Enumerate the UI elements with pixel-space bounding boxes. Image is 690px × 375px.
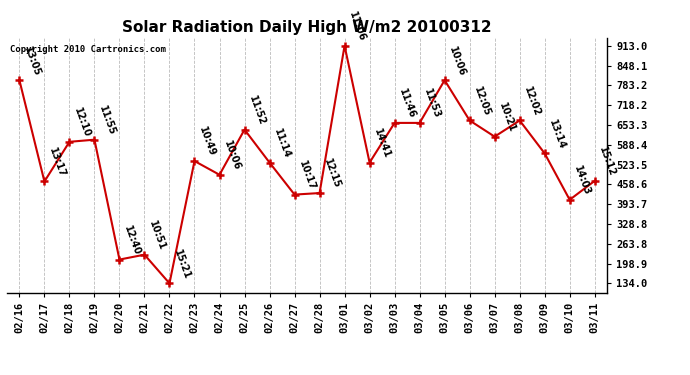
Text: 15:12: 15:12 — [598, 146, 618, 178]
Text: 11:14: 11:14 — [273, 127, 293, 160]
Text: 12:10: 12:10 — [72, 106, 92, 139]
Text: 11:46: 11:46 — [397, 88, 417, 120]
Text: 10:49: 10:49 — [197, 126, 217, 158]
Text: 12:15: 12:15 — [322, 158, 342, 190]
Text: 14:41: 14:41 — [373, 127, 393, 160]
Text: 10:17: 10:17 — [297, 159, 317, 192]
Text: 11:53: 11:53 — [422, 88, 442, 120]
Text: 13:17: 13:17 — [47, 146, 67, 179]
Text: 10:06: 10:06 — [447, 45, 467, 77]
Text: 11:55: 11:55 — [97, 104, 117, 137]
Text: 11:52: 11:52 — [247, 94, 267, 127]
Text: 13:14: 13:14 — [547, 118, 567, 151]
Text: 10:51: 10:51 — [147, 219, 167, 252]
Text: Copyright 2010 Cartronics.com: Copyright 2010 Cartronics.com — [10, 45, 166, 54]
Text: 10:06: 10:06 — [222, 140, 242, 172]
Text: 12:02: 12:02 — [522, 85, 542, 118]
Title: Solar Radiation Daily High W/m2 20100312: Solar Radiation Daily High W/m2 20100312 — [122, 20, 492, 35]
Text: 15:21: 15:21 — [172, 248, 193, 280]
Text: 12:40: 12:40 — [122, 224, 142, 257]
Text: 13:05: 13:05 — [22, 45, 42, 77]
Text: 11:06: 11:06 — [347, 10, 367, 43]
Text: 12:05: 12:05 — [473, 85, 493, 118]
Text: 14:03: 14:03 — [573, 165, 593, 197]
Text: 10:21: 10:21 — [497, 101, 518, 134]
